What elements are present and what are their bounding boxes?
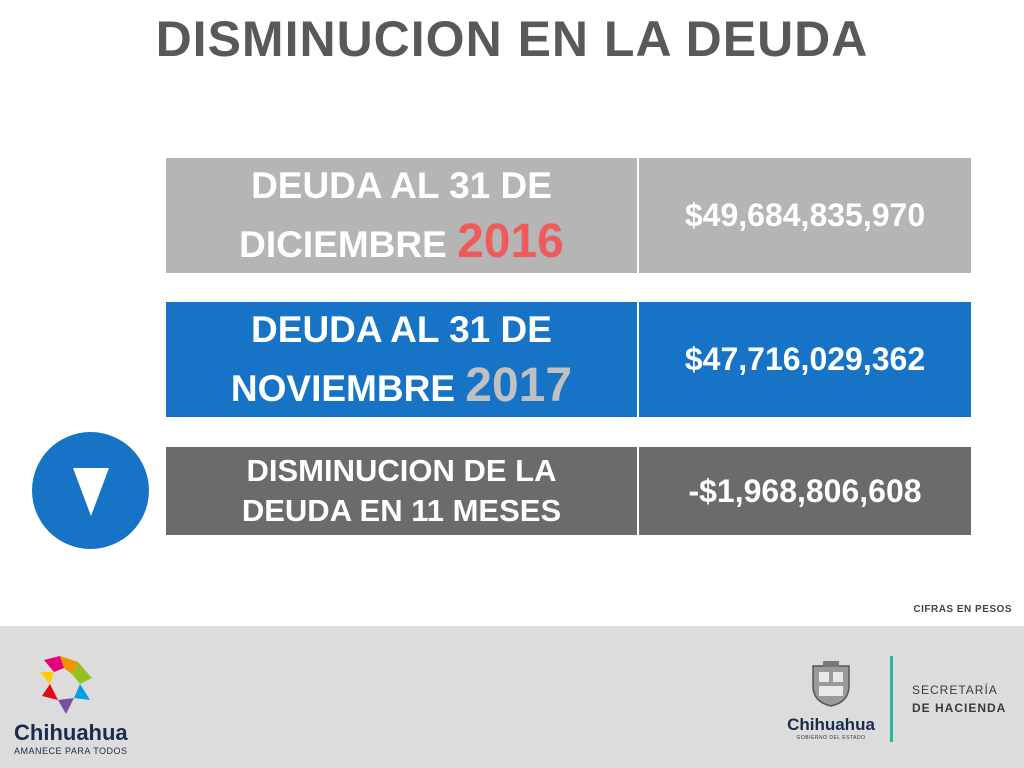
secretaria-line2: DE HACIENDA (912, 701, 1007, 715)
debt-row-2016: DEUDA AL 31 DE DICIEMBRE 2016 $49,684,83… (166, 158, 971, 273)
debt-2016-label-line1: DEUDA AL 31 DE (251, 165, 552, 206)
debt-2017-label: DEUDA AL 31 DE NOVIEMBRE 2017 (166, 302, 637, 417)
seal-sub: GOBIERNO DEL ESTADO (796, 735, 866, 741)
seal-name: Chihuahua (787, 715, 875, 734)
footer-divider (890, 656, 893, 742)
debt-decrease-value: -$1,968,806,608 (639, 447, 971, 535)
logo-left-name: Chihuahua (14, 720, 128, 745)
debt-row-2017: DEUDA AL 31 DE NOVIEMBRE 2017 $47,716,02… (166, 302, 971, 417)
debt-2017-label-line1: DEUDA AL 31 DE (251, 309, 552, 350)
chihuahua-logo: Chihuahua AMANECE PARA TODOS (14, 654, 134, 756)
footer: Chihuahua AMANECE PARA TODOS Chihuahua G… (0, 626, 1024, 768)
debt-2017-value: $47,716,029,362 (639, 302, 971, 417)
debt-2016-label: DEUDA AL 31 DE DICIEMBRE 2016 (166, 158, 637, 273)
secretaria-label: SECRETARÍA DE HACIENDA (912, 683, 1006, 715)
page-title: DISMINUCION EN LA DEUDA (155, 11, 869, 67)
currency-note: CIFRAS EN PESOS (913, 604, 1012, 615)
logo-left-slogan: AMANECE PARA TODOS (14, 746, 128, 756)
debt-decrease-label-line2: DEUDA EN 11 MESES (241, 493, 562, 528)
state-seal: Chihuahua GOBIERNO DEL ESTADO (786, 660, 876, 741)
debt-decrease-row: DISMINUCION DE LA DEUDA EN 11 MESES -$1,… (166, 447, 971, 535)
year-2017: 2017 (465, 359, 573, 412)
year-2016: 2016 (457, 215, 564, 268)
chihuahua-map-logo-icon (40, 656, 92, 714)
debt-decrease-label-line1: DISMINUCION DE LA (246, 453, 557, 488)
debt-2016-value: $49,684,835,970 (639, 158, 971, 273)
down-triangle-icon (32, 432, 149, 549)
debt-2017-label-line2: NOVIEMBRE (230, 368, 455, 409)
coat-of-arms-icon (812, 661, 850, 707)
debt-2016-label-line2: DICIEMBRE (239, 224, 447, 265)
secretaria-line1: SECRETARÍA (912, 683, 998, 697)
debt-decrease-label: DISMINUCION DE LA DEUDA EN 11 MESES (166, 447, 637, 535)
